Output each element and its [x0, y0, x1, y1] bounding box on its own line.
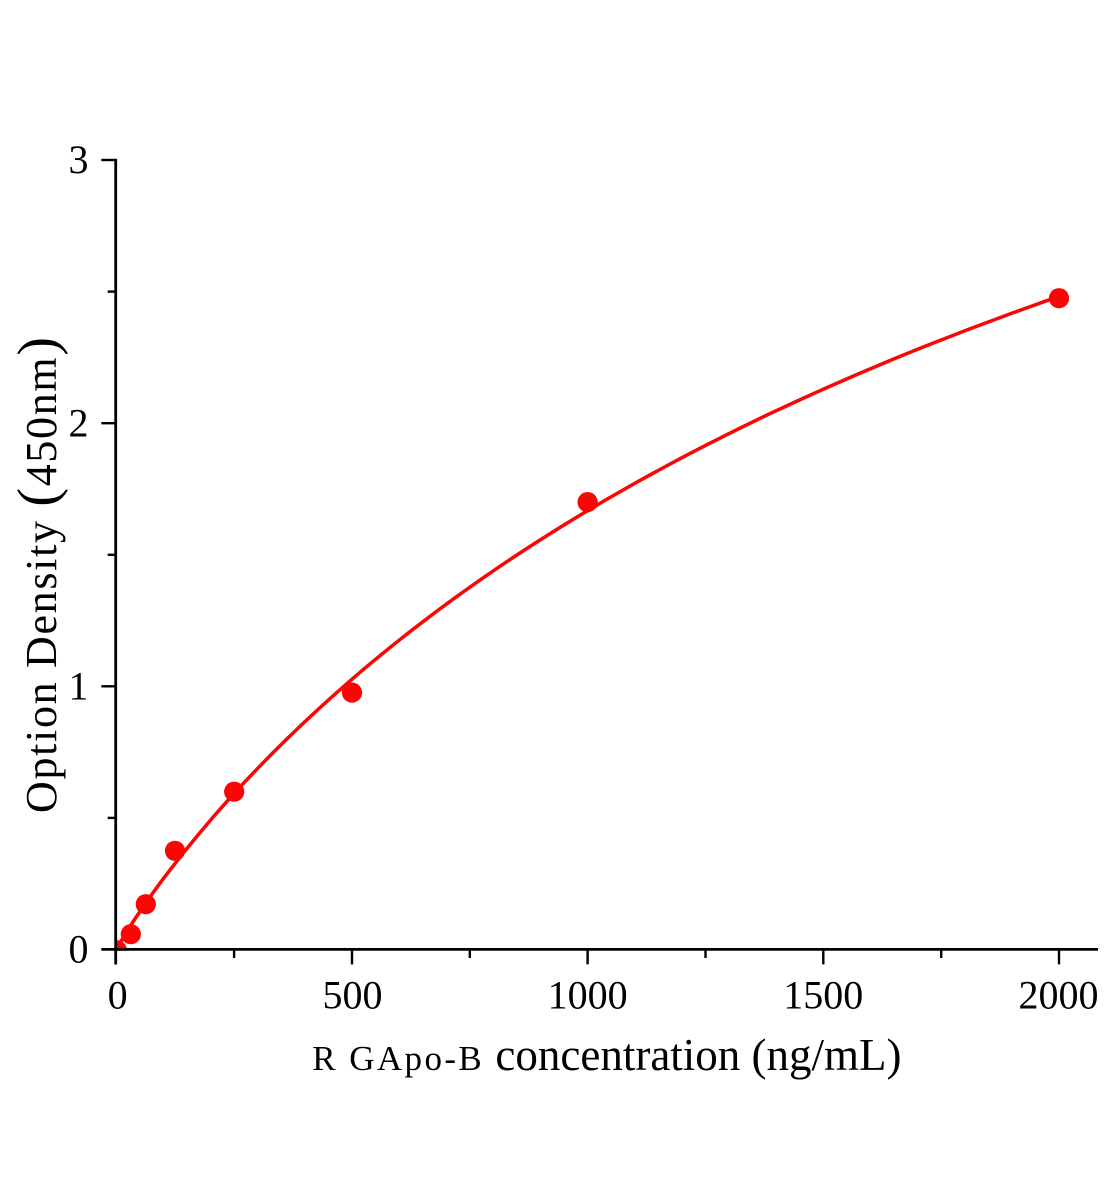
svg-text:R GApo-B concentration (ng/mL): R GApo-B concentration (ng/mL)	[312, 1030, 901, 1080]
svg-text:2: 2	[69, 400, 89, 445]
svg-text:500: 500	[323, 972, 383, 1017]
svg-text:1000: 1000	[548, 972, 628, 1017]
svg-text:0: 0	[108, 972, 128, 1017]
svg-text:2000: 2000	[1019, 972, 1099, 1017]
svg-text:1: 1	[69, 664, 89, 709]
svg-text:1500: 1500	[783, 972, 863, 1017]
svg-text:Option Density (450nm): Option Density (450nm)	[7, 337, 69, 813]
svg-text:3: 3	[69, 137, 89, 182]
svg-text:0: 0	[69, 927, 89, 972]
